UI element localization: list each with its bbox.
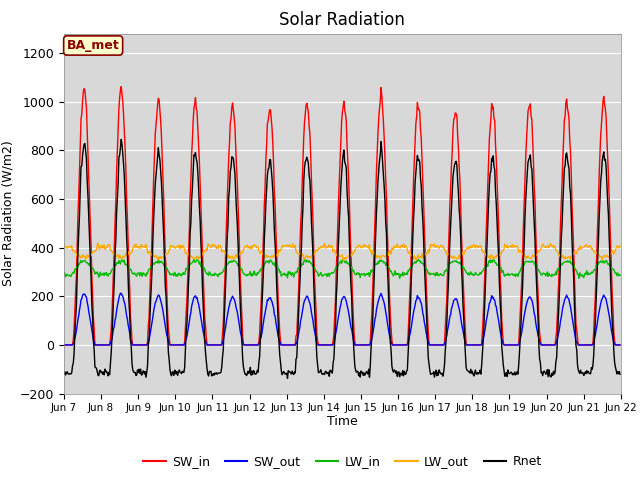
LW_out xyxy=(616,243,624,249)
Line: LW_in: LW_in xyxy=(64,259,620,278)
Title: Solar Radiation: Solar Radiation xyxy=(280,11,405,29)
LW_in xyxy=(427,271,435,276)
SW_in xyxy=(214,342,221,348)
Rnet xyxy=(428,371,435,376)
SW_in xyxy=(70,326,78,332)
SW_out xyxy=(128,341,136,347)
Line: LW_out: LW_out xyxy=(64,243,620,261)
SW_out xyxy=(427,342,435,348)
Rnet xyxy=(412,180,419,186)
Rnet xyxy=(214,370,221,376)
Rnet xyxy=(284,375,291,381)
LW_out xyxy=(340,258,348,264)
SW_in xyxy=(616,342,624,348)
LW_in xyxy=(184,265,191,271)
LW_out xyxy=(94,240,102,246)
LW_out xyxy=(128,249,136,254)
LW_out xyxy=(70,248,78,254)
LW_out xyxy=(412,257,419,263)
Line: SW_in: SW_in xyxy=(64,86,620,345)
LW_out xyxy=(428,242,435,248)
Rnet xyxy=(70,351,78,357)
SW_out xyxy=(185,324,193,329)
Text: BA_met: BA_met xyxy=(67,39,120,52)
LW_in xyxy=(410,260,418,266)
X-axis label: Time: Time xyxy=(327,415,358,428)
SW_in xyxy=(128,338,136,344)
LW_in xyxy=(575,276,583,281)
SW_in xyxy=(185,250,193,256)
LW_in xyxy=(127,267,135,273)
Rnet xyxy=(616,372,624,377)
Line: SW_out: SW_out xyxy=(64,293,620,345)
SW_in xyxy=(427,342,435,348)
SW_in xyxy=(117,84,125,89)
Rnet xyxy=(117,136,125,142)
SW_out xyxy=(214,342,221,348)
Line: Rnet: Rnet xyxy=(64,139,620,378)
SW_out xyxy=(60,342,68,348)
SW_out xyxy=(616,342,624,348)
Rnet xyxy=(185,280,193,286)
Rnet xyxy=(60,370,68,376)
SW_out xyxy=(410,306,418,312)
Rnet xyxy=(128,361,136,367)
SW_out xyxy=(116,290,124,296)
LW_out xyxy=(214,246,221,252)
SW_out xyxy=(70,339,78,345)
LW_in xyxy=(60,270,68,276)
LW_in xyxy=(214,274,221,279)
Y-axis label: Solar Radiation (W/m2): Solar Radiation (W/m2) xyxy=(1,141,14,287)
LW_in xyxy=(70,270,78,276)
SW_in xyxy=(410,158,418,164)
LW_out xyxy=(60,242,68,248)
LW_in xyxy=(616,273,624,278)
Legend: SW_in, SW_out, LW_in, LW_out, Rnet: SW_in, SW_out, LW_in, LW_out, Rnet xyxy=(138,450,547,473)
SW_in xyxy=(60,342,68,348)
LW_in xyxy=(193,256,201,262)
LW_out xyxy=(185,252,193,257)
